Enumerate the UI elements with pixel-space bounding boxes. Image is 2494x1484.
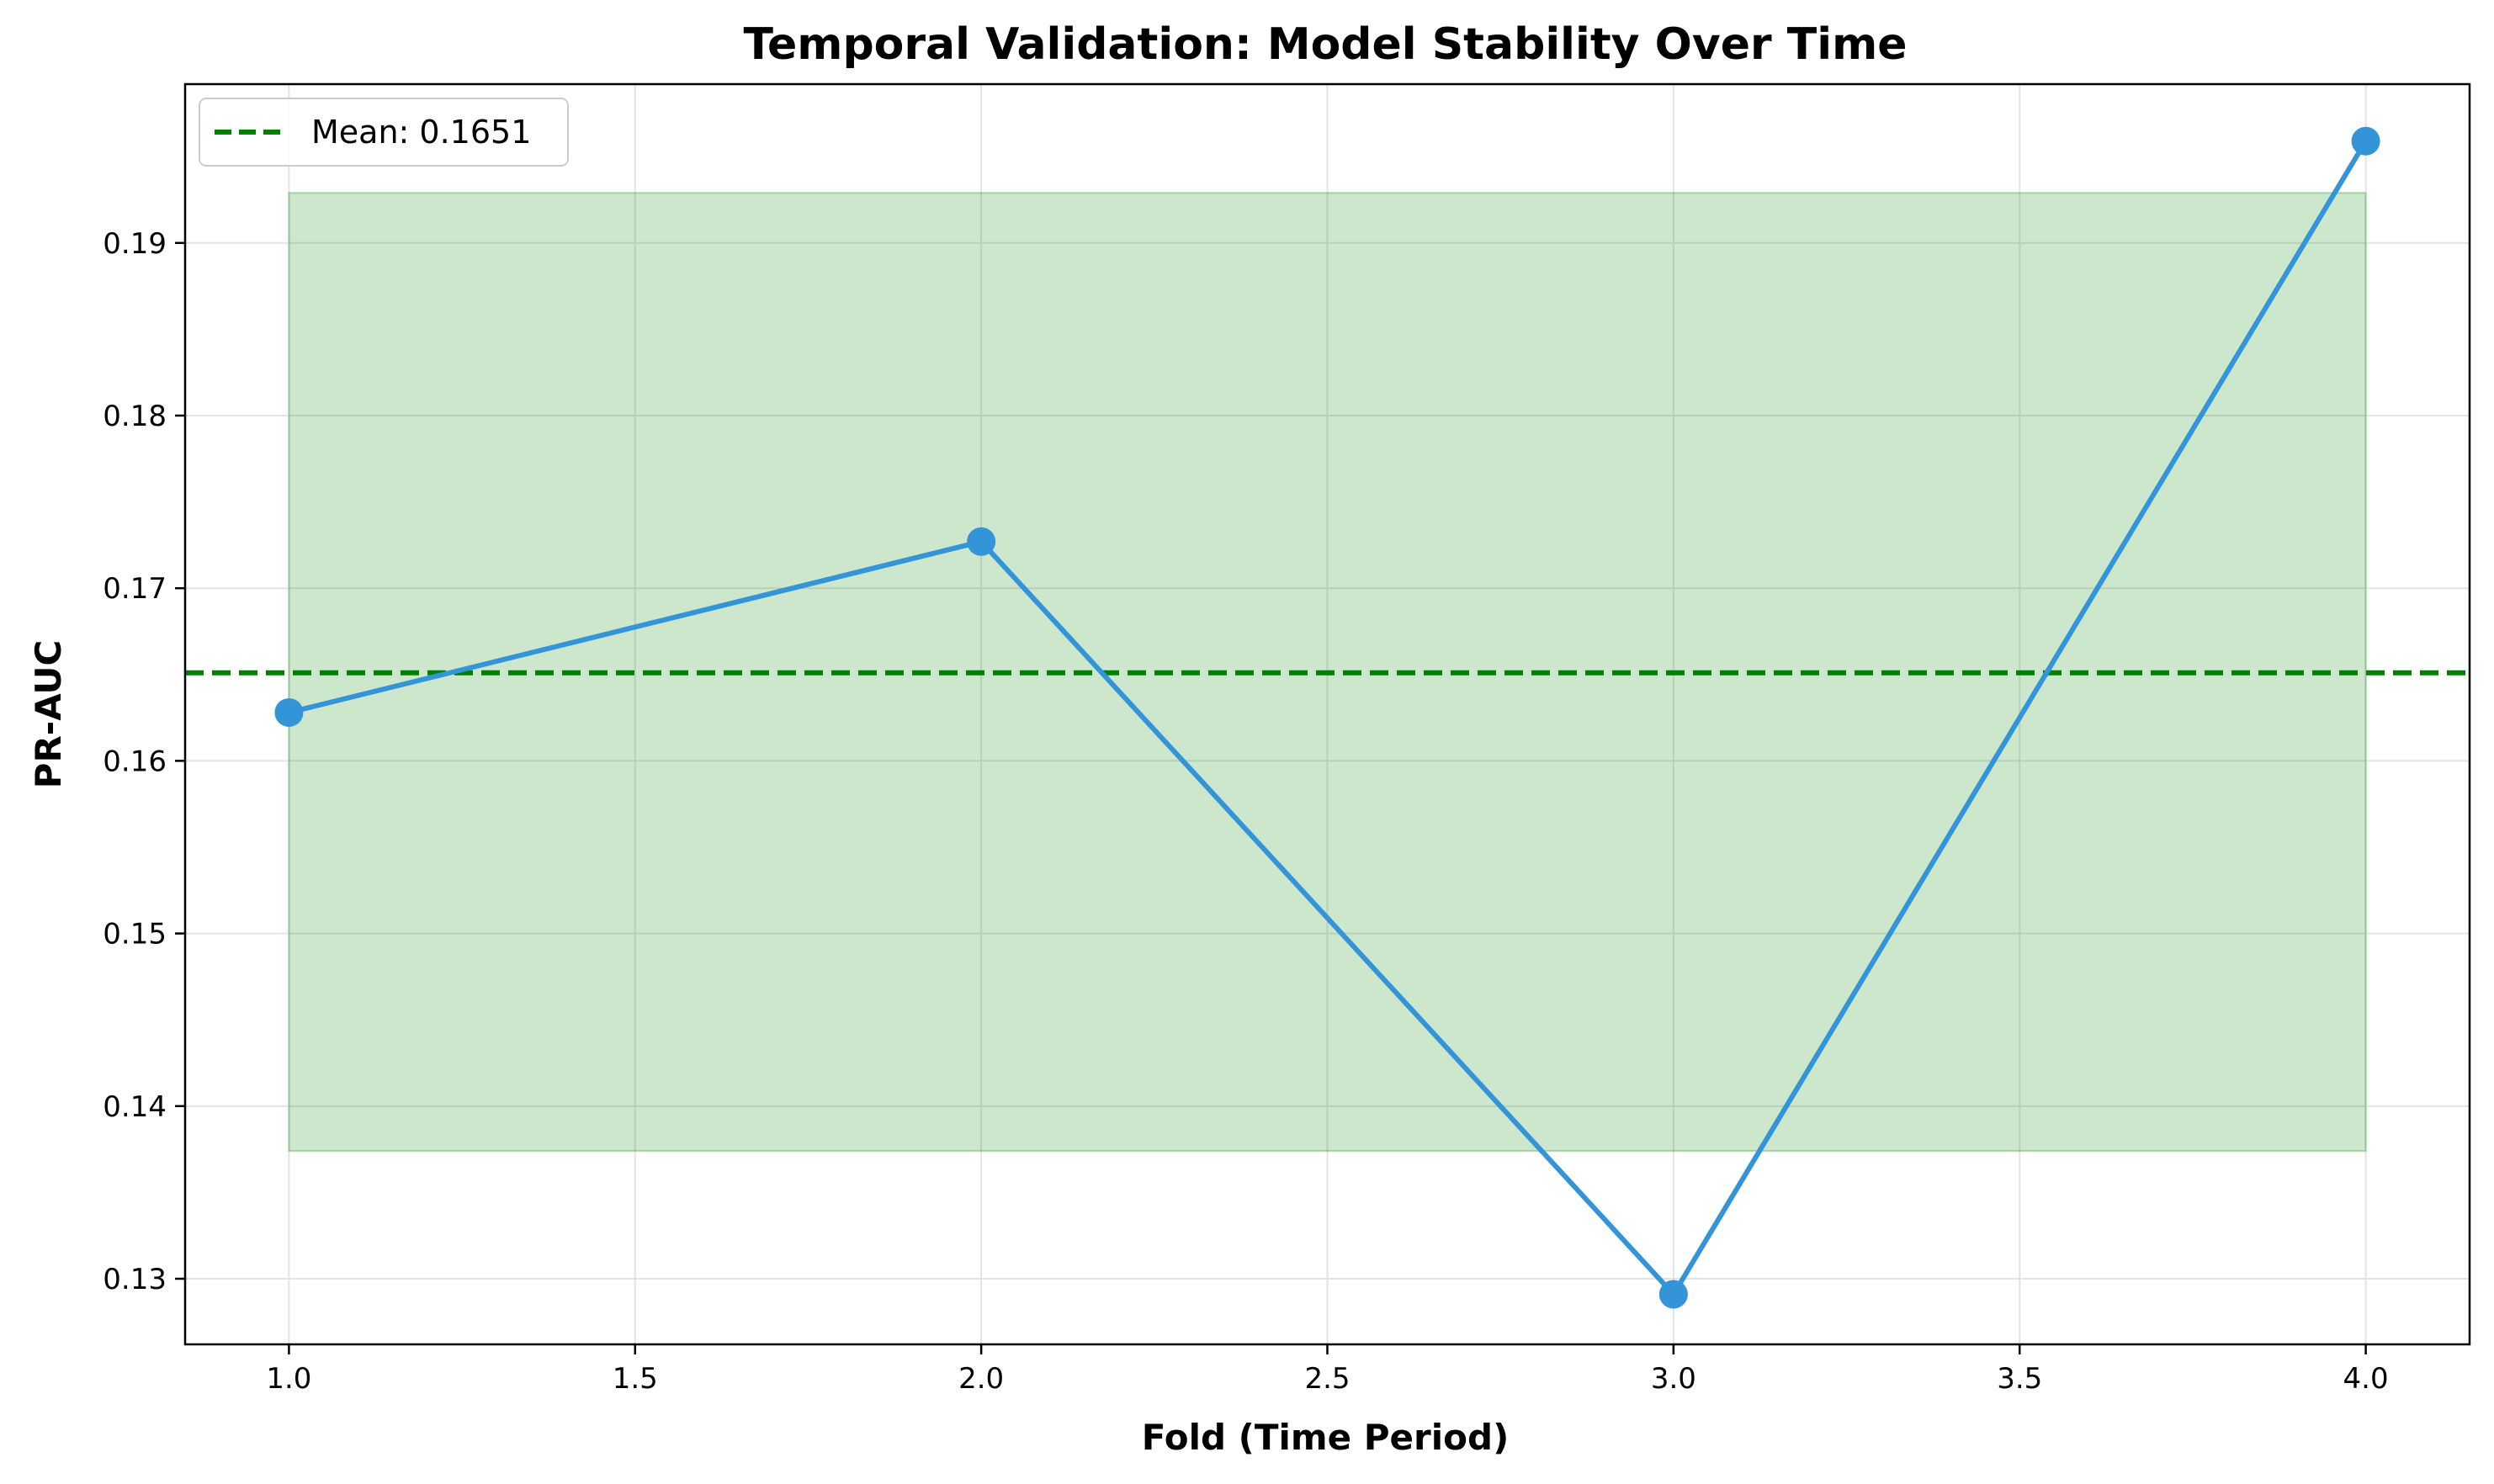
y-axis-ticks: 0.13 0.14 0.15 0.16 0.17 0.18 0.19 — [103, 227, 185, 1296]
legend-box — [199, 98, 569, 167]
data-point — [274, 697, 304, 727]
legend: Mean: 0.1651 — [199, 98, 569, 167]
data-point — [967, 527, 996, 556]
series-points — [274, 126, 2380, 1309]
y-tick-label: 0.14 — [103, 1090, 167, 1124]
x-tick-label: 4.0 — [2343, 1362, 2389, 1396]
plot-frame — [183, 82, 2471, 1346]
x-tick-label: 3.5 — [1997, 1362, 2042, 1396]
chart-title: Temporal Validation: Model Stability Ove… — [743, 19, 1907, 70]
x-tick-label: 3.0 — [1651, 1362, 1696, 1396]
x-axis-ticks: 1.0 1.5 2.0 2.5 3.0 3.5 4.0 — [266, 1344, 2389, 1396]
data-point — [1658, 1280, 1688, 1309]
series-line — [288, 140, 2369, 1297]
y-tick-label: 0.17 — [103, 572, 167, 606]
y-tick-label: 0.13 — [103, 1263, 167, 1296]
x-axis-label: Fold (Time Period) — [1142, 1417, 1510, 1458]
y-axis-label: PR-AUC — [28, 640, 69, 789]
legend-label: Mean: 0.1651 — [311, 114, 531, 151]
x-tick-label: 1.5 — [613, 1362, 658, 1396]
y-tick-label: 0.16 — [103, 745, 167, 778]
x-tick-label: 1.0 — [266, 1362, 311, 1396]
x-tick-label: 2.5 — [1304, 1362, 1350, 1396]
data-point — [2351, 126, 2380, 156]
y-tick-label: 0.19 — [103, 227, 167, 261]
y-tick-label: 0.18 — [103, 400, 167, 433]
y-tick-label: 0.15 — [103, 918, 167, 951]
x-tick-label: 2.0 — [958, 1362, 1004, 1396]
